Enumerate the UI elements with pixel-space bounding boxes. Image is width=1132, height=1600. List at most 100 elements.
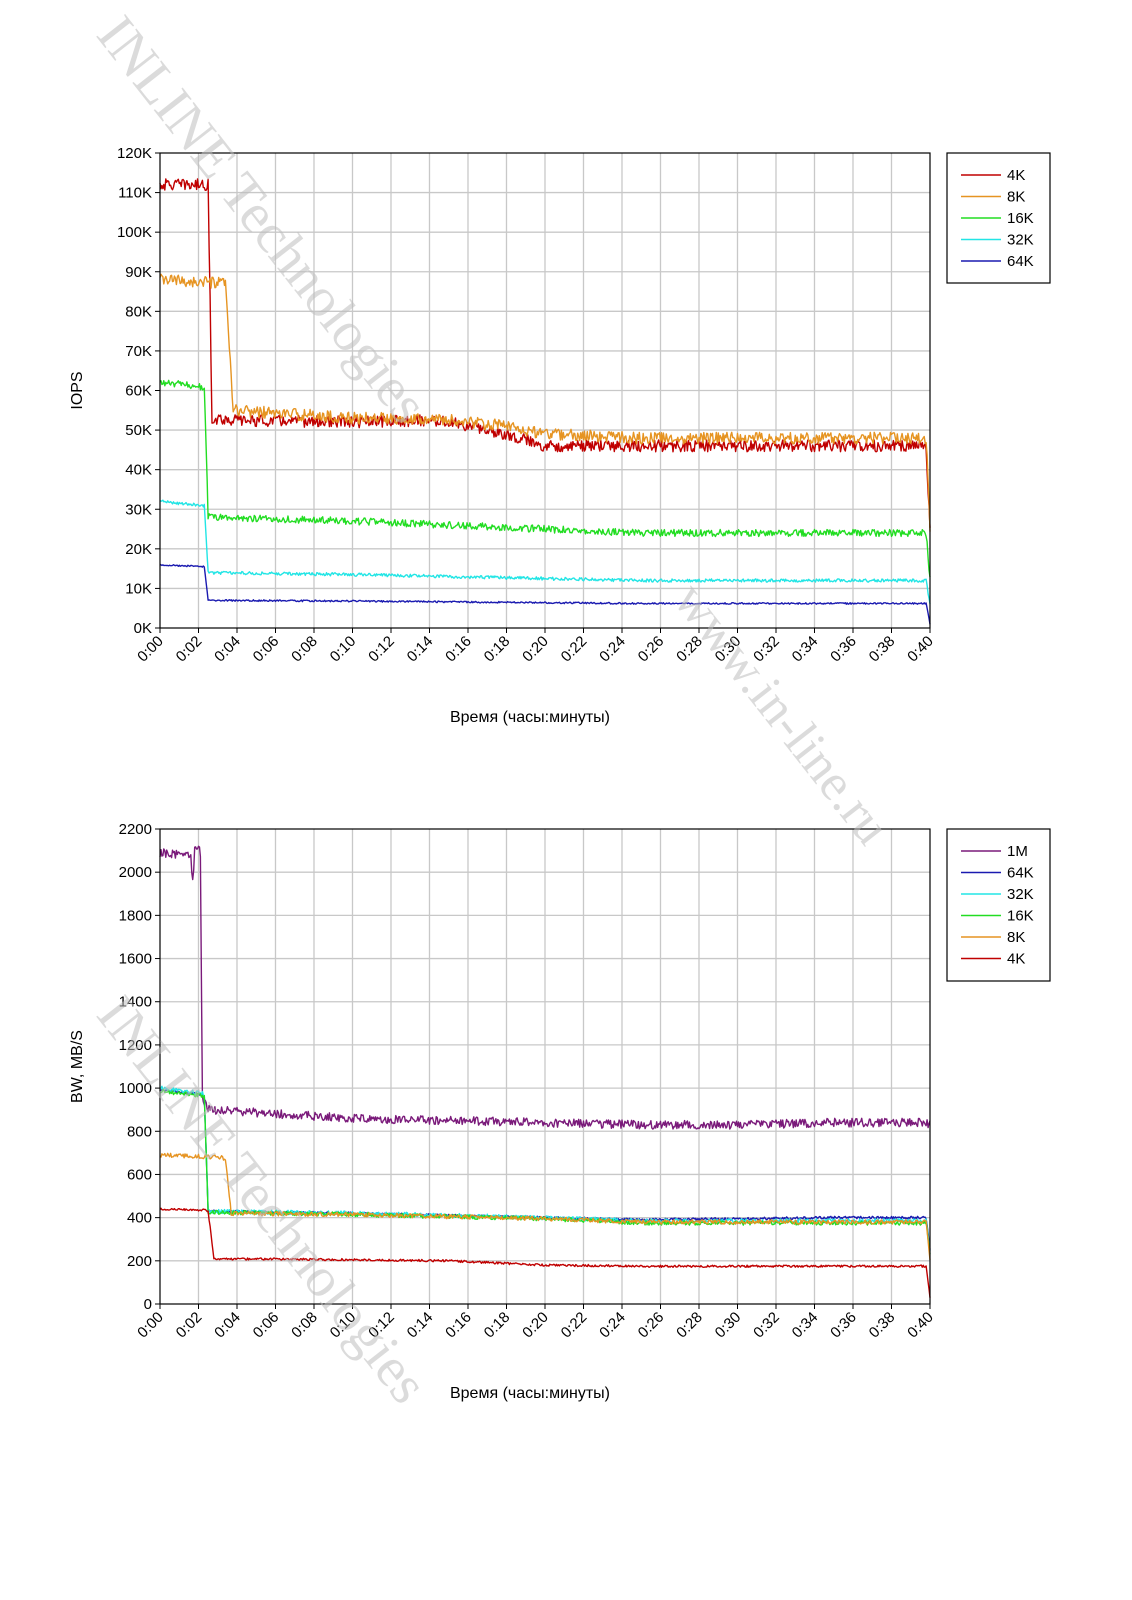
x-tick-label: 0:26 xyxy=(635,633,668,666)
legend-label-64k: 64K xyxy=(1007,253,1034,270)
x-tick-label: 0:32 xyxy=(750,1309,783,1342)
iops-chart: 0K 10K 20K 30K 40K 50K 60K 70K 80K 90K 100K 110K 120… xyxy=(69,145,1051,726)
x-tick-label: 0:16 xyxy=(442,633,475,666)
x-tick-label: 0:12 xyxy=(365,633,398,666)
x-tick-label: 0:04 xyxy=(211,1309,244,1342)
bw-x-axis-label: Время (часы:минуты) xyxy=(450,1385,610,1402)
x-tick-label: 0:06 xyxy=(250,1309,283,1342)
series-line-4k xyxy=(159,1207,931,1298)
legend-label-4k: 4K xyxy=(1007,951,1025,968)
x-tick-label: 0:18 xyxy=(481,1309,514,1342)
y-tick-label: 10K xyxy=(125,580,152,597)
x-tick-label: 0:24 xyxy=(596,633,629,666)
x-tick-label: 0:06 xyxy=(250,633,283,666)
x-tick-label: 0:34 xyxy=(789,1309,822,1342)
y-tick-label: 1800 xyxy=(119,907,152,924)
legend-label-32k: 32K xyxy=(1007,886,1034,903)
x-tick-label: 0:26 xyxy=(635,1309,668,1342)
watermark-brand-bottom: INLINE Technologies xyxy=(85,985,440,1415)
x-tick-label: 0:36 xyxy=(827,1309,860,1342)
x-tick-label: 0:22 xyxy=(558,1309,591,1342)
series-line-32k xyxy=(159,499,931,604)
y-tick-label: 20K xyxy=(125,541,152,558)
x-tick-label: 0:16 xyxy=(442,1309,475,1342)
x-tick-label: 0:08 xyxy=(288,633,321,666)
x-tick-label: 0:00 xyxy=(134,633,167,666)
legend-label-8k: 8K xyxy=(1007,189,1025,206)
x-tick-label: 0:38 xyxy=(866,633,899,666)
y-tick-label: 1000 xyxy=(119,1080,152,1097)
y-tick-label: 50K xyxy=(125,422,152,439)
series-line-4k xyxy=(159,178,931,528)
bandwidth-chart: 0 200 400 600 800 1000 1200 1400 1600 1800 2000 220… xyxy=(69,821,1051,1402)
y-tick-label: 70K xyxy=(125,343,152,360)
series-line-8k xyxy=(159,1152,931,1260)
x-tick-label: 0:40 xyxy=(904,633,937,666)
x-tick-label: 0:20 xyxy=(519,633,552,666)
iops-y-ticks: 0K 10K 20K 30K 40K 50K 60K 70K 80K 90K 100K 110K 120… xyxy=(117,145,160,637)
x-tick-label: 0:18 xyxy=(481,633,514,666)
y-tick-label: 2200 xyxy=(119,821,152,838)
y-tick-label: 120K xyxy=(117,145,152,162)
bw-x-ticks: 0:00 0:02 0:04 0:06 0:08 0:10 0:12 0:14 0:16 0:18… xyxy=(134,1304,937,1341)
series-line-1m xyxy=(159,845,931,1130)
x-tick-label: 0:10 xyxy=(327,633,360,666)
iops-series-group xyxy=(159,178,931,625)
y-tick-label: 40K xyxy=(125,462,152,479)
y-tick-label: 400 xyxy=(127,1210,152,1227)
legend-label-16k: 16K xyxy=(1007,908,1034,925)
x-tick-label: 0:40 xyxy=(904,1309,937,1342)
x-tick-label: 0:14 xyxy=(404,633,437,666)
x-tick-label: 0:02 xyxy=(173,633,206,666)
y-tick-label: 0 xyxy=(144,1296,152,1313)
x-tick-label: 0:34 xyxy=(789,633,822,666)
y-tick-label: 90K xyxy=(125,264,152,281)
series-line-64k xyxy=(159,563,931,625)
y-tick-label: 110K xyxy=(118,185,152,202)
bw-series-group xyxy=(159,845,931,1298)
x-tick-label: 0:20 xyxy=(519,1309,552,1342)
y-tick-label: 100K xyxy=(117,224,152,241)
bw-legend: 1M 64K 32K 16K 8K 4K xyxy=(946,828,1051,982)
x-tick-label: 0:36 xyxy=(827,633,860,666)
x-tick-label: 0:02 xyxy=(173,1309,206,1342)
x-tick-label: 0:38 xyxy=(866,1309,899,1342)
iops-grid xyxy=(160,153,930,628)
x-tick-label: 0:30 xyxy=(712,1309,745,1342)
bw-grid xyxy=(160,829,930,1304)
y-tick-label: 1200 xyxy=(119,1037,152,1054)
legend-label-1m: 1M xyxy=(1007,843,1028,860)
y-tick-label: 1400 xyxy=(119,994,152,1011)
watermark-url: www.in-line.ru xyxy=(663,572,901,855)
iops-y-axis-label: IOPS xyxy=(69,371,86,409)
legend-label-64k: 64K xyxy=(1007,865,1034,882)
series-line-8k xyxy=(159,273,931,532)
legend-label-16k: 16K xyxy=(1007,210,1034,227)
x-tick-label: 0:24 xyxy=(596,1309,629,1342)
y-tick-label: 30K xyxy=(125,501,152,518)
y-tick-label: 80K xyxy=(125,303,152,320)
legend-box xyxy=(946,828,1051,982)
legend-label-32k: 32K xyxy=(1007,232,1034,249)
iops-x-ticks: 0:00 0:02 0:04 0:06 0:08 0:10 0:12 0:14 0:16 0:18… xyxy=(134,628,937,665)
y-tick-label: 2000 xyxy=(119,864,152,881)
y-tick-label: 800 xyxy=(127,1123,152,1140)
bw-y-axis-label: BW, MB/S xyxy=(69,1030,86,1103)
legend-label-4k: 4K xyxy=(1007,167,1025,184)
y-tick-label: 60K xyxy=(125,383,152,400)
series-line-16k xyxy=(159,379,931,578)
bw-y-ticks: 0 200 400 600 800 1000 1200 1400 1600 1800 2000 220… xyxy=(119,821,160,1313)
y-tick-label: 600 xyxy=(127,1166,152,1183)
x-tick-label: 0:00 xyxy=(134,1309,167,1342)
y-tick-label: 1600 xyxy=(119,951,152,968)
iops-legend: 4K 8K 16K 32K 64K xyxy=(946,152,1051,284)
x-tick-label: 0:04 xyxy=(211,633,244,666)
y-tick-label: 0K xyxy=(134,620,152,637)
x-tick-label: 0:22 xyxy=(558,633,591,666)
iops-x-axis-label: Время (часы:минуты) xyxy=(450,709,610,726)
y-tick-label: 200 xyxy=(127,1253,152,1270)
watermark-brand-top: INLINE Technologies xyxy=(85,5,440,435)
legend-label-8k: 8K xyxy=(1007,929,1025,946)
x-tick-label: 0:28 xyxy=(673,1309,706,1342)
